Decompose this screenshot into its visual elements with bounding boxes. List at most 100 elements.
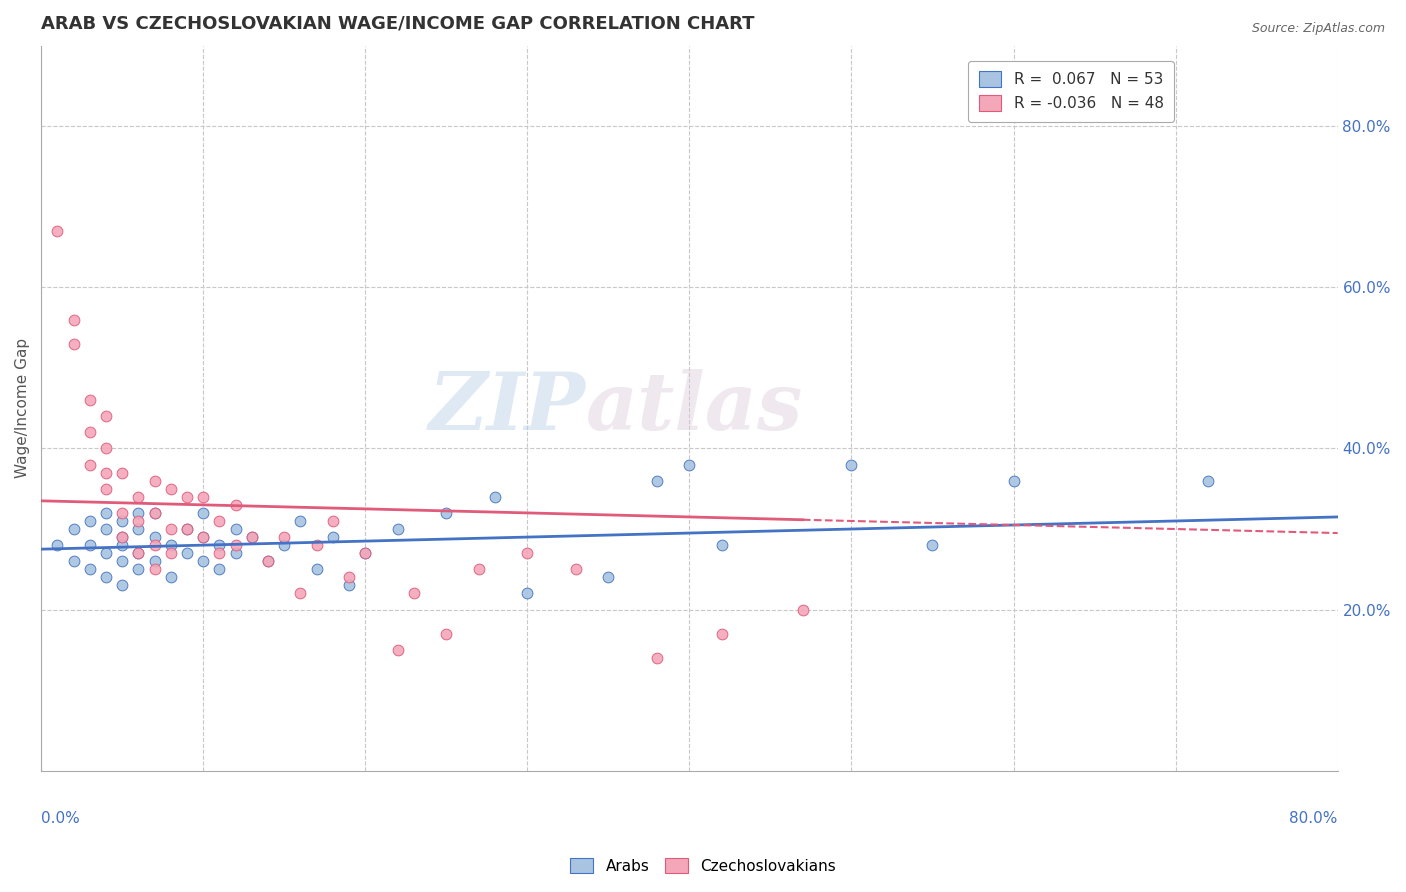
Point <box>176 522 198 536</box>
Point <box>94 522 117 536</box>
Legend: Arabs, Czechoslovakians: Arabs, Czechoslovakians <box>564 852 842 880</box>
Point <box>434 626 457 640</box>
Point <box>159 546 181 560</box>
Point <box>94 442 117 456</box>
Point <box>79 393 101 408</box>
Point <box>127 546 149 560</box>
Point <box>225 538 247 552</box>
Point <box>176 546 198 560</box>
Point <box>143 530 166 544</box>
Point <box>598 570 620 584</box>
Point <box>79 458 101 472</box>
Point <box>94 546 117 560</box>
Point <box>79 514 101 528</box>
Point <box>290 586 312 600</box>
Point <box>193 490 215 504</box>
Point <box>46 538 69 552</box>
Point <box>1197 474 1219 488</box>
Point <box>111 538 134 552</box>
Point <box>176 490 198 504</box>
Point <box>305 538 328 552</box>
Point <box>143 562 166 576</box>
Point <box>79 562 101 576</box>
Legend: R =  0.067   N = 53, R = -0.036   N = 48: R = 0.067 N = 53, R = -0.036 N = 48 <box>967 61 1174 121</box>
Point <box>127 546 149 560</box>
Point <box>645 474 668 488</box>
Point <box>484 490 506 504</box>
Point <box>710 538 733 552</box>
Point <box>337 570 360 584</box>
Point <box>792 602 814 616</box>
Point <box>322 514 344 528</box>
Point <box>127 490 149 504</box>
Point <box>62 312 84 326</box>
Point <box>678 458 700 472</box>
Point <box>305 562 328 576</box>
Point <box>402 586 425 600</box>
Point <box>240 530 263 544</box>
Point <box>79 425 101 440</box>
Point <box>62 554 84 568</box>
Point <box>208 538 231 552</box>
Point <box>516 586 538 600</box>
Point <box>94 506 117 520</box>
Point <box>710 626 733 640</box>
Point <box>645 651 668 665</box>
Point <box>127 562 149 576</box>
Point <box>193 506 215 520</box>
Text: 80.0%: 80.0% <box>1289 811 1337 826</box>
Point <box>257 554 280 568</box>
Point <box>111 530 134 544</box>
Point <box>143 506 166 520</box>
Point <box>159 522 181 536</box>
Text: atlas: atlas <box>586 369 803 447</box>
Point <box>208 514 231 528</box>
Point <box>354 546 377 560</box>
Point <box>225 546 247 560</box>
Point <box>193 554 215 568</box>
Point <box>565 562 588 576</box>
Point <box>159 538 181 552</box>
Point <box>921 538 943 552</box>
Point <box>159 482 181 496</box>
Point <box>434 506 457 520</box>
Point <box>159 570 181 584</box>
Point <box>273 538 295 552</box>
Point <box>841 458 863 472</box>
Point <box>143 538 166 552</box>
Point <box>225 522 247 536</box>
Point <box>94 466 117 480</box>
Point <box>94 409 117 424</box>
Point <box>176 522 198 536</box>
Text: Source: ZipAtlas.com: Source: ZipAtlas.com <box>1251 22 1385 36</box>
Point <box>193 530 215 544</box>
Point <box>111 530 134 544</box>
Point <box>143 554 166 568</box>
Point <box>225 498 247 512</box>
Point <box>111 466 134 480</box>
Text: 0.0%: 0.0% <box>41 811 80 826</box>
Point <box>62 336 84 351</box>
Point <box>193 530 215 544</box>
Text: ARAB VS CZECHOSLOVAKIAN WAGE/INCOME GAP CORRELATION CHART: ARAB VS CZECHOSLOVAKIAN WAGE/INCOME GAP … <box>41 15 755 33</box>
Point <box>127 506 149 520</box>
Point <box>516 546 538 560</box>
Text: ZIP: ZIP <box>429 369 586 447</box>
Point <box>111 578 134 592</box>
Point <box>208 562 231 576</box>
Y-axis label: Wage/Income Gap: Wage/Income Gap <box>15 338 30 478</box>
Point <box>354 546 377 560</box>
Point <box>467 562 489 576</box>
Point <box>127 514 149 528</box>
Point <box>79 538 101 552</box>
Point <box>111 554 134 568</box>
Point <box>273 530 295 544</box>
Point <box>143 506 166 520</box>
Point <box>111 506 134 520</box>
Point <box>111 514 134 528</box>
Point <box>1002 474 1025 488</box>
Point <box>257 554 280 568</box>
Point <box>46 224 69 238</box>
Point <box>337 578 360 592</box>
Point <box>208 546 231 560</box>
